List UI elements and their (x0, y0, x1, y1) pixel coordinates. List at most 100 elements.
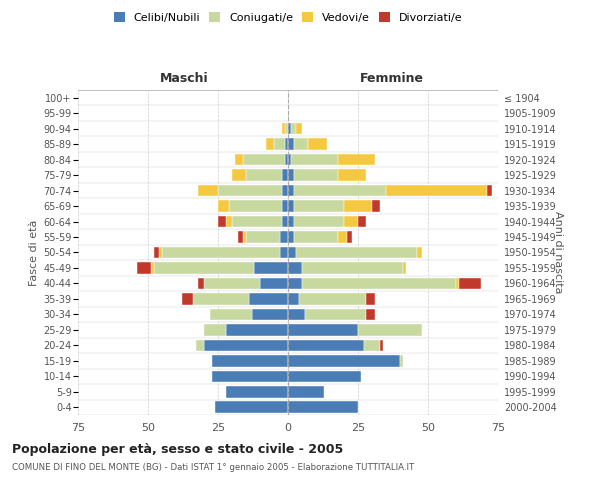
Bar (288, 262, 302, 274)
Bar (212, 370, 288, 382)
Bar (288, 370, 361, 382)
Bar (288, 216, 293, 228)
Bar (288, 123, 291, 134)
Bar (218, 200, 229, 212)
Bar (280, 231, 288, 243)
Bar (305, 308, 367, 320)
Bar (487, 185, 493, 196)
Bar (249, 293, 288, 304)
Bar (288, 402, 358, 413)
Bar (283, 216, 288, 228)
Bar (246, 231, 280, 243)
Bar (367, 308, 375, 320)
Bar (288, 308, 305, 320)
Bar (386, 185, 487, 196)
Bar (251, 308, 288, 320)
Bar (283, 185, 288, 196)
Bar (296, 246, 417, 258)
Bar (293, 185, 386, 196)
Bar (137, 262, 151, 274)
Text: Femmine: Femmine (359, 72, 424, 86)
Bar (283, 200, 288, 212)
Bar (288, 386, 325, 398)
Bar (288, 324, 358, 336)
Bar (285, 123, 288, 134)
Legend: Celibi/Nubili, Coniugati/e, Vedovi/e, Divorziati/e: Celibi/Nubili, Coniugati/e, Vedovi/e, Di… (109, 8, 467, 28)
Bar (288, 278, 302, 289)
Bar (299, 293, 367, 304)
Bar (400, 355, 403, 366)
Bar (293, 200, 344, 212)
Bar (232, 170, 246, 181)
Bar (243, 154, 285, 166)
Bar (288, 154, 291, 166)
Bar (302, 278, 456, 289)
Bar (246, 170, 283, 181)
Bar (288, 246, 296, 258)
Bar (229, 200, 283, 212)
Bar (288, 200, 293, 212)
Bar (215, 402, 288, 413)
Bar (199, 185, 218, 196)
Bar (218, 185, 283, 196)
Bar (372, 200, 380, 212)
Bar (199, 278, 204, 289)
Bar (159, 246, 162, 258)
Bar (154, 246, 159, 258)
Bar (204, 324, 226, 336)
Bar (291, 123, 296, 134)
Bar (154, 262, 254, 274)
Bar (204, 340, 288, 351)
Bar (296, 123, 302, 134)
Bar (380, 340, 383, 351)
Bar (212, 355, 288, 366)
Bar (367, 293, 375, 304)
Bar (218, 216, 226, 228)
Bar (417, 246, 422, 258)
Text: COMUNE DI FINO DEL MONTE (BG) - Dati ISTAT 1° gennaio 2005 - Elaborazione TUTTIT: COMUNE DI FINO DEL MONTE (BG) - Dati IST… (12, 462, 414, 471)
Bar (288, 355, 400, 366)
Bar (288, 138, 293, 150)
Bar (288, 293, 299, 304)
Bar (283, 123, 285, 134)
Bar (226, 386, 288, 398)
Bar (260, 278, 288, 289)
Bar (285, 154, 288, 166)
Bar (308, 138, 327, 150)
Bar (232, 216, 283, 228)
Bar (182, 293, 193, 304)
Bar (403, 262, 406, 274)
Bar (291, 154, 338, 166)
Text: Popolazione per età, sesso e stato civile - 2005: Popolazione per età, sesso e stato civil… (12, 442, 343, 456)
Bar (358, 324, 422, 336)
Bar (293, 138, 308, 150)
Bar (344, 200, 372, 212)
Bar (283, 170, 288, 181)
Bar (364, 340, 380, 351)
Bar (288, 340, 364, 351)
Bar (204, 278, 260, 289)
Bar (209, 308, 251, 320)
Bar (288, 185, 293, 196)
Bar (358, 216, 367, 228)
Bar (293, 216, 344, 228)
Bar (288, 170, 293, 181)
Bar (151, 262, 154, 274)
Bar (280, 246, 288, 258)
Bar (456, 278, 459, 289)
Bar (344, 216, 358, 228)
Y-axis label: Anni di nascita: Anni di nascita (553, 211, 563, 294)
Bar (293, 170, 338, 181)
Bar (338, 231, 347, 243)
Bar (238, 231, 243, 243)
Bar (226, 216, 232, 228)
Bar (235, 154, 243, 166)
Bar (347, 231, 352, 243)
Bar (338, 170, 367, 181)
Text: Maschi: Maschi (160, 72, 209, 86)
Bar (243, 231, 246, 243)
Bar (302, 262, 403, 274)
Bar (459, 278, 481, 289)
Bar (266, 138, 274, 150)
Bar (338, 154, 375, 166)
